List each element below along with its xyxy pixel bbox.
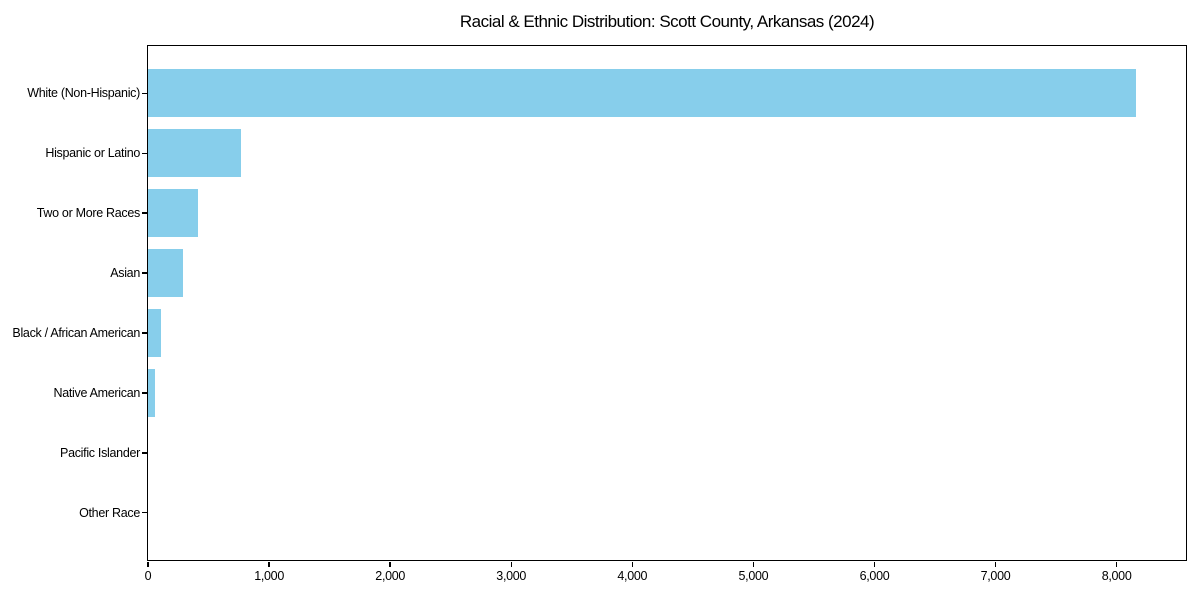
chart-title: Racial & Ethnic Distribution: Scott Coun… [459,12,875,31]
x-tick-mark [147,561,149,567]
y-tick-label: Asian [110,266,140,280]
y-tick-mark [141,332,147,334]
bar-3 [148,189,198,238]
x-tick-label: 1,000 [254,569,284,583]
y-tick-label: White (Non-Hispanic) [27,86,140,101]
x-tick-mark [994,561,997,567]
bar-1 [148,69,1136,118]
x-tick-mark [510,561,512,567]
y-tick-label: Other Race [79,505,140,520]
bar-4 [148,249,183,297]
y-tick-mark [141,452,147,454]
x-tick-mark [752,561,755,567]
bar-5 [148,309,161,357]
x-tick-label: 7,000 [980,569,1011,583]
y-tick-label: Black / African American [12,326,140,340]
y-tick-mark [141,392,147,394]
bar-2 [148,129,241,178]
y-tick-label: Pacific Islander [60,445,140,460]
y-tick-mark [141,511,147,514]
x-tick-label: 3,000 [496,569,527,583]
x-tick-mark [873,561,876,567]
x-tick-label: 6,000 [859,569,890,583]
y-tick-mark [141,92,147,95]
y-tick-mark [141,152,147,154]
y-tick-label: Two or More Races [36,206,141,221]
x-tick-label: 5,000 [738,569,769,583]
x-tick-mark [268,561,270,567]
y-tick-mark [141,212,147,214]
x-tick-label: 4,000 [617,569,648,583]
x-tick-mark [631,561,634,567]
x-tick-label: 0 [144,569,152,583]
x-tick-mark [1115,561,1118,567]
y-tick-mark [141,272,147,274]
plot-area [146,44,1187,561]
x-tick-mark [389,561,391,567]
x-tick-label: 8,000 [1101,569,1132,583]
y-tick-label: Native American [53,385,140,400]
y-tick-label: Hispanic or Latino [45,146,140,161]
bar-6 [148,368,155,417]
x-tick-label: 2,000 [375,569,406,583]
